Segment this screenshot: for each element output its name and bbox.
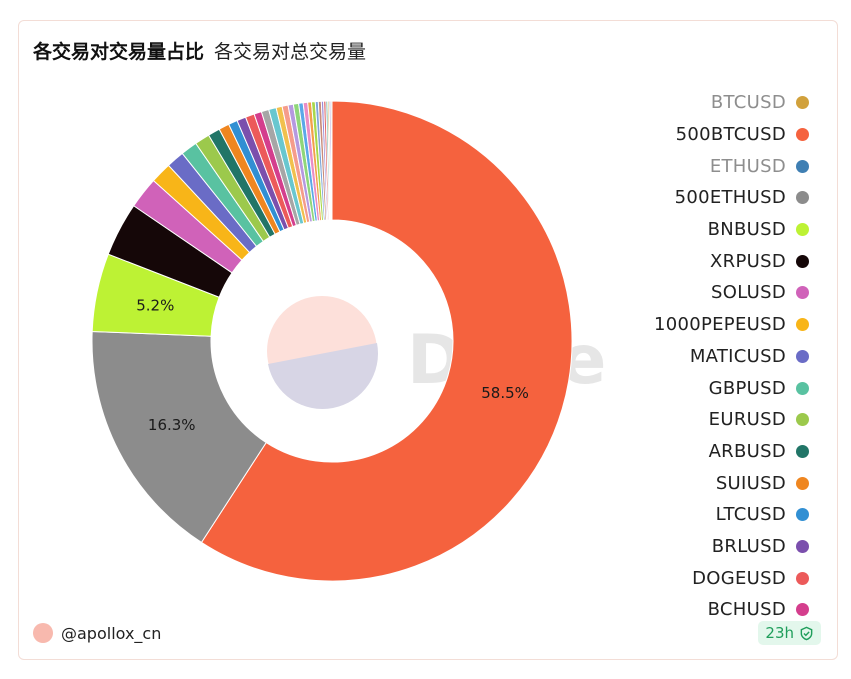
legend-item-suiusd[interactable]: SUIUSD [529,467,809,499]
check-shield-icon [800,626,813,640]
legend-label: LTCUSD [715,504,786,526]
legend-swatch [796,286,809,300]
dune-logo-icon [267,296,379,410]
legend-swatch [796,96,809,110]
legend-label: 500BTCUSD [675,124,786,146]
data-label-500btcusd: 58.5% [481,384,529,402]
legend-label: DOGEUSD [692,567,786,589]
slice-other-32[interactable] [330,100,333,221]
legend-item-xrpusd[interactable]: XRPUSD [529,245,809,277]
legend-label: GBPUSD [708,377,786,399]
refresh-age: 23h [765,624,794,642]
data-label-500ethusd: 16.3% [148,416,196,434]
legend-swatch [796,159,809,173]
legend-swatch [796,318,809,332]
legend-item-bchusd[interactable]: BCHUSD [529,594,809,626]
legend-label: EURUSD [708,409,786,431]
legend-label: BTCUSD [710,92,786,114]
legend-label: BRLUSD [711,535,786,557]
legend-swatch [796,223,809,237]
legend-item-ethusd[interactable]: ETHUSD [529,150,809,182]
legend-label: ARBUSD [708,440,786,462]
legend-item-brlusd[interactable]: BRLUSD [529,531,809,563]
legend-item-500btcusd[interactable]: 500BTCUSD [529,119,809,151]
legend-swatch [796,476,809,490]
legend-item-gbpusd[interactable]: GBPUSD [529,372,809,404]
legend-item-1000pepeusd[interactable]: 1000PEPEUSD [529,309,809,341]
data-label-bnbusd: 5.2% [136,296,174,314]
author-name: @apollox_cn [61,623,162,643]
legend-label: SUIUSD [715,472,786,494]
legend-swatch [796,349,809,363]
legend-swatch [796,381,809,395]
refresh-badge[interactable]: 23h [758,621,821,645]
legend-label: 500ETHUSD [674,187,786,209]
chart-header: 各交易对交易量占比 各交易对总交易量 [33,37,366,64]
donut-chart: Dune 58.5%16.3%5.2% [91,100,606,582]
legend-label: SOLUSD [711,282,786,304]
legend-item-bnbusd[interactable]: BNBUSD [529,214,809,246]
legend-label: BCHUSD [707,599,786,621]
legend-item-eurusd[interactable]: EURUSD [529,404,809,436]
legend-swatch [796,603,809,617]
legend-label: MATICUSD [689,345,786,367]
legend-label: BNBUSD [707,219,786,241]
legend-swatch [796,128,809,142]
legend-swatch [796,413,809,427]
legend-item-solusd[interactable]: SOLUSD [529,277,809,309]
legend-item-btcusd[interactable]: BTCUSD [529,87,809,119]
legend-swatch [796,508,809,522]
chart-slices [91,100,573,582]
legend-label: 1000PEPEUSD [653,314,786,336]
legend-item-500ethusd[interactable]: 500ETHUSD [529,182,809,214]
legend-swatch [796,444,809,458]
legend-swatch [796,254,809,268]
legend-item-arbusd[interactable]: ARBUSD [529,436,809,468]
slice-500ethusd[interactable] [91,330,267,544]
legend-swatch [796,191,809,205]
legend-swatch [796,571,809,585]
chart-legend: BTCUSD 500BTCUSD ETHUSD 500ETHUSD BNBUSD XRPU… [529,87,809,626]
legend-swatch [796,539,809,553]
avatar [33,623,53,643]
slice-500btcusd[interactable] [200,100,573,582]
legend-item-dogeusd[interactable]: DOGEUSD [529,562,809,594]
author[interactable]: @apollox_cn [33,623,161,643]
legend-label: XRPUSD [710,250,786,272]
legend-item-ltcusd[interactable]: LTCUSD [529,499,809,531]
chart-title: 各交易对交易量占比 [33,41,205,63]
legend-label: ETHUSD [709,155,786,177]
legend-item-maticusd[interactable]: MATICUSD [529,341,809,373]
chart-data-labels: 58.5% 16.3% 5.2% [136,296,529,434]
chart-subtitle: 各交易对总交易量 [214,41,367,63]
